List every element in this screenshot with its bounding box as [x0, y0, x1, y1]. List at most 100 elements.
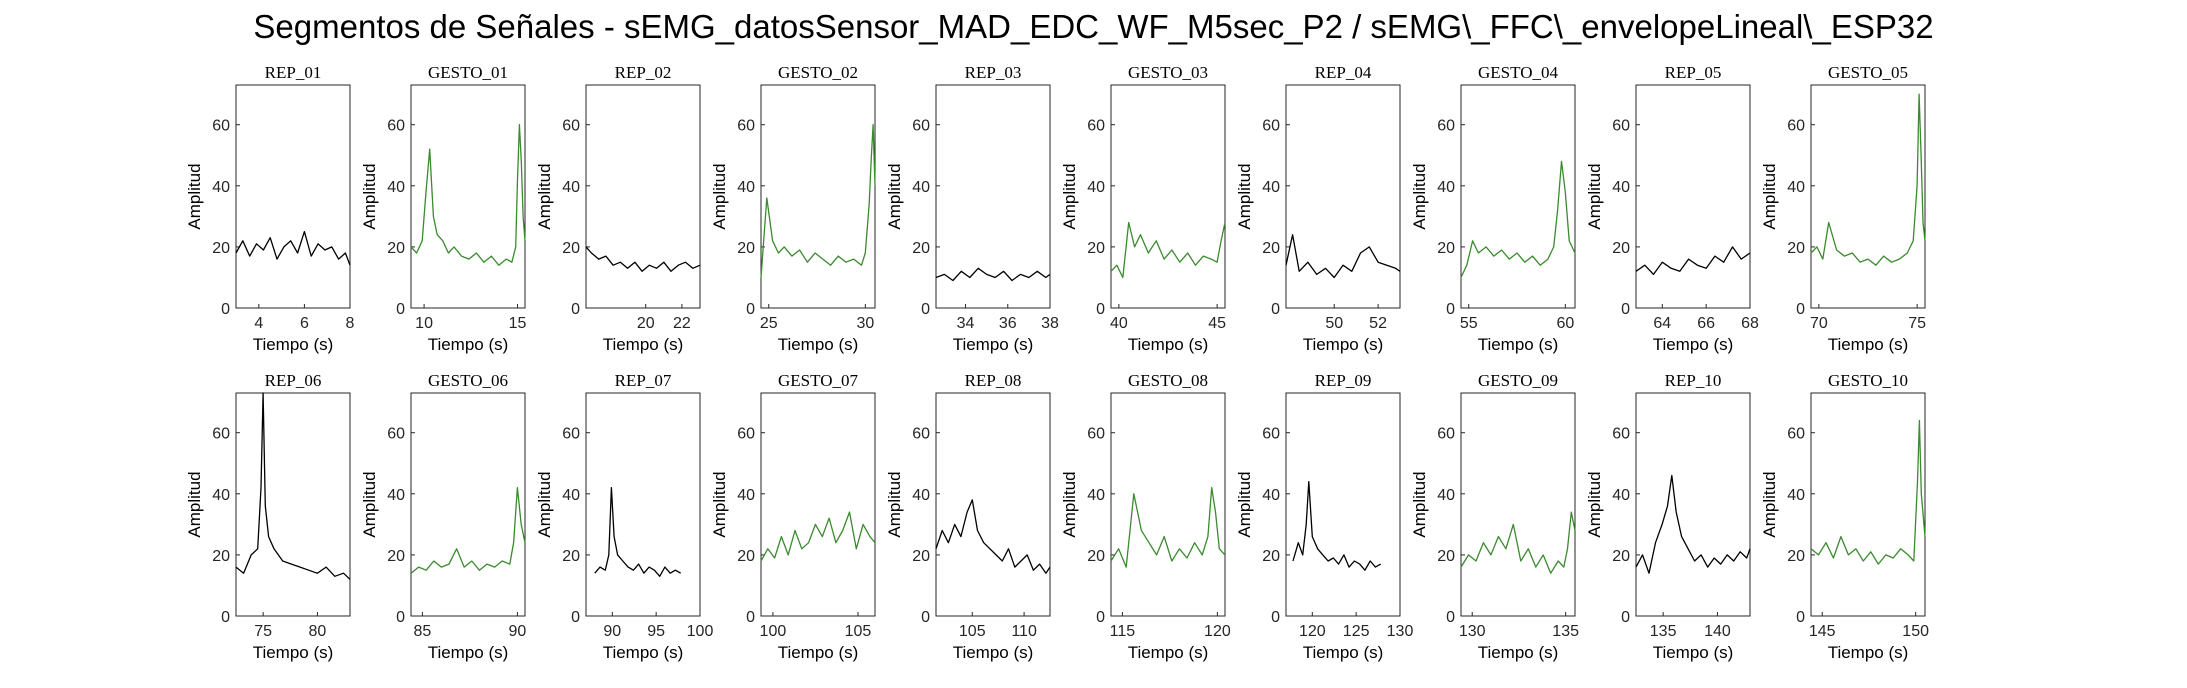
- figure-title: Segmentos de Señales - sEMG_datosSensor_…: [253, 8, 1934, 45]
- signal-line: [594, 487, 682, 577]
- signal-line: [1460, 511, 1576, 574]
- x-tick-label: 66: [1697, 315, 1715, 332]
- y-tick-label: 20: [387, 548, 405, 565]
- y-tick-label: 40: [1087, 487, 1105, 504]
- axes-box: [1460, 84, 1576, 309]
- signal-line: [760, 124, 876, 278]
- subplot-gesto-06: 0 20 40 60 85 90 GESTO_06 Tiempo (s) Amplitud: [360, 371, 526, 662]
- subplot-title: GESTO_05: [1828, 63, 1908, 82]
- signal-line: [235, 392, 351, 580]
- y-tick-label: 40: [912, 179, 930, 196]
- y-tick-label: 40: [212, 487, 230, 504]
- y-tick-label: 20: [1262, 548, 1280, 565]
- subplot-rep-05: 0 20 40 60 64 66 68 REP_05 Tiempo (s) Amplitud: [1585, 63, 1759, 354]
- x-tick-label: 22: [673, 315, 691, 332]
- signal-line: [1110, 221, 1226, 279]
- x-axis-label: Tiempo (s): [253, 335, 334, 354]
- subplot-gesto-07: 0 20 40 60 100 105 GESTO_07 Tiempo (s) Amplitud: [710, 371, 876, 662]
- subplot-rep-01: 0 20 40 60 4 6 8 REP_01 Tiempo (s) Amplitud: [185, 63, 355, 354]
- x-tick-label: 125: [1343, 623, 1370, 640]
- x-axis-label: Tiempo (s): [1303, 643, 1384, 662]
- subplot-title: GESTO_08: [1128, 371, 1208, 390]
- signal-line: [1110, 487, 1226, 568]
- axes-box: [1110, 392, 1226, 617]
- signal-line: [1810, 419, 1926, 565]
- subplot-title: REP_05: [1665, 63, 1722, 82]
- y-tick-label: 20: [1612, 240, 1630, 257]
- y-tick-label: 0: [1621, 301, 1630, 318]
- x-tick-label: 100: [760, 623, 787, 640]
- x-tick-label: 8: [346, 315, 355, 332]
- y-tick-label: 0: [921, 301, 930, 318]
- x-tick-label: 60: [1556, 315, 1574, 332]
- x-tick-label: 120: [1299, 623, 1326, 640]
- y-axis-label: Amplitud: [885, 471, 904, 537]
- y-tick-label: 40: [1787, 179, 1805, 196]
- x-tick-label: 145: [1809, 623, 1836, 640]
- y-tick-label: 20: [737, 240, 755, 257]
- y-tick-label: 0: [1271, 301, 1280, 318]
- x-tick-label: 80: [309, 623, 327, 640]
- y-tick-label: 20: [1437, 240, 1455, 257]
- subplot-gesto-02: 0 20 40 60 25 30 GESTO_02 Tiempo (s) Amplitud: [710, 63, 876, 354]
- x-axis-label: Tiempo (s): [428, 643, 509, 662]
- y-tick-label: 40: [1612, 487, 1630, 504]
- subplot-title: GESTO_06: [428, 371, 508, 390]
- x-tick-label: 90: [509, 623, 527, 640]
- x-tick-label: 38: [1041, 315, 1059, 332]
- subplot-title: GESTO_02: [778, 63, 858, 82]
- y-axis-label: Amplitud: [1585, 471, 1604, 537]
- y-tick-label: 40: [387, 179, 405, 196]
- subplot-title: GESTO_09: [1478, 371, 1558, 390]
- x-axis-label: Tiempo (s): [1478, 335, 1559, 354]
- signal-line: [760, 511, 876, 562]
- y-tick-label: 20: [212, 240, 230, 257]
- x-tick-label: 36: [999, 315, 1017, 332]
- subplot-title: REP_04: [1315, 63, 1372, 82]
- x-tick-label: 34: [957, 315, 975, 332]
- y-tick-label: 40: [1612, 179, 1630, 196]
- subplot-rep-09: 0 20 40 60 120 125 130 REP_09 Tiempo (s) Amplitud: [1235, 371, 1413, 662]
- subplot-title: REP_02: [615, 63, 672, 82]
- y-tick-label: 60: [1787, 118, 1805, 135]
- subplot-rep-08: 0 20 40 60 105 110 REP_08 Tiempo (s) Amplitud: [885, 371, 1051, 662]
- y-tick-label: 20: [1787, 548, 1805, 565]
- y-tick-label: 0: [1621, 609, 1630, 626]
- signal-line: [935, 499, 1051, 574]
- y-tick-label: 20: [1787, 240, 1805, 257]
- y-tick-label: 20: [212, 548, 230, 565]
- y-tick-label: 60: [1087, 426, 1105, 443]
- subplot-gesto-08: 0 20 40 60 115 120 GESTO_08 Tiempo (s) Amplitud: [1060, 371, 1231, 662]
- y-tick-label: 20: [912, 548, 930, 565]
- x-tick-label: 20: [637, 315, 655, 332]
- subplot-title: REP_06: [265, 371, 322, 390]
- y-tick-label: 60: [1437, 426, 1455, 443]
- x-tick-label: 150: [1902, 623, 1929, 640]
- x-tick-label: 40: [1110, 315, 1128, 332]
- signal-line: [1285, 234, 1401, 279]
- axes-box: [410, 392, 526, 617]
- x-axis-label: Tiempo (s): [953, 643, 1034, 662]
- y-tick-label: 40: [387, 487, 405, 504]
- y-tick-label: 0: [221, 609, 230, 626]
- y-tick-label: 60: [1437, 118, 1455, 135]
- y-tick-label: 0: [1446, 301, 1455, 318]
- signal-line: [585, 246, 701, 272]
- x-tick-label: 100: [687, 623, 714, 640]
- subplot-title: REP_03: [965, 63, 1022, 82]
- axes-box: [1285, 392, 1401, 617]
- y-axis-label: Amplitud: [535, 471, 554, 537]
- y-tick-label: 20: [912, 240, 930, 257]
- axes-box: [410, 84, 526, 309]
- x-axis-label: Tiempo (s): [778, 335, 859, 354]
- x-tick-label: 55: [1460, 315, 1478, 332]
- y-tick-label: 20: [1087, 548, 1105, 565]
- x-tick-label: 10: [415, 315, 433, 332]
- x-axis-label: Tiempo (s): [1128, 643, 1209, 662]
- axes-box: [760, 84, 876, 309]
- subplot-title: REP_07: [615, 371, 672, 390]
- signal-line: [935, 267, 1051, 282]
- y-tick-label: 20: [1087, 240, 1105, 257]
